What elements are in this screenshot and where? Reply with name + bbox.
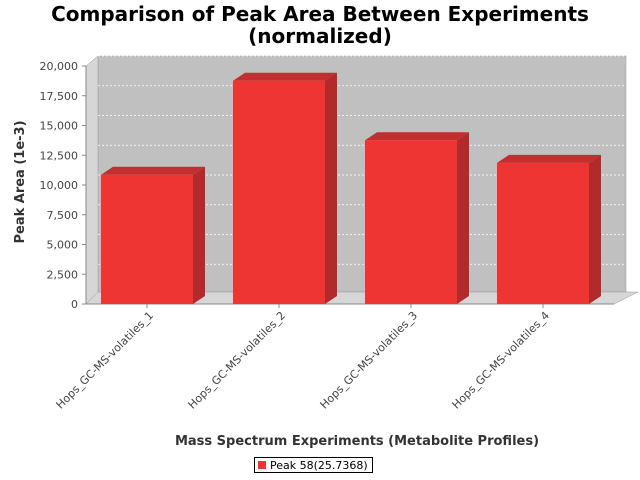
- bar-side: [457, 132, 469, 304]
- y-tick-label: 17,500: [40, 90, 79, 103]
- y-axis-label: Peak Area (1e-3): [13, 120, 28, 243]
- bar-top: [233, 72, 337, 81]
- bar-top: [101, 166, 205, 175]
- x-tick-label: Hops_GC-MS-volatiles_4: [450, 309, 553, 412]
- y-tick-label: 15,000: [40, 120, 79, 133]
- y-tick-label: 20,000: [40, 60, 79, 73]
- y-tick-label: 5,000: [47, 239, 79, 252]
- x-tick-label: Hops_GC-MS-volatiles_1: [54, 309, 157, 412]
- chart-title-line-1: Comparison of Peak Area Between Experime…: [51, 2, 589, 26]
- plot-left-wall: [85, 55, 99, 305]
- x-tick-label: Hops_GC-MS-volatiles_2: [186, 309, 289, 412]
- x-tick-label: Hops_GC-MS-volatiles_3: [318, 309, 421, 412]
- legend-swatch: [258, 461, 266, 469]
- bar-side: [589, 154, 601, 304]
- legend: Peak 58(25.7368): [254, 457, 373, 473]
- bar-top: [497, 154, 601, 163]
- bar: [101, 174, 193, 304]
- y-tick-label: 12,500: [40, 149, 79, 162]
- y-tick-label: 7,500: [47, 209, 79, 222]
- bar-top: [365, 132, 469, 141]
- y-tick-label: 10,000: [40, 179, 79, 192]
- y-tick-label: 2,500: [47, 268, 79, 281]
- chart-title-line-2: (normalized): [248, 24, 392, 48]
- y-tick-label: 0: [71, 298, 78, 311]
- bar: [497, 162, 589, 304]
- legend-label: Peak 58(25.7368): [270, 458, 368, 472]
- bar-side: [193, 166, 205, 304]
- bar: [365, 140, 457, 304]
- x-axis-label: Mass Spectrum Experiments (Metabolite Pr…: [175, 434, 539, 449]
- bar: [233, 80, 325, 305]
- bar-side: [325, 72, 337, 305]
